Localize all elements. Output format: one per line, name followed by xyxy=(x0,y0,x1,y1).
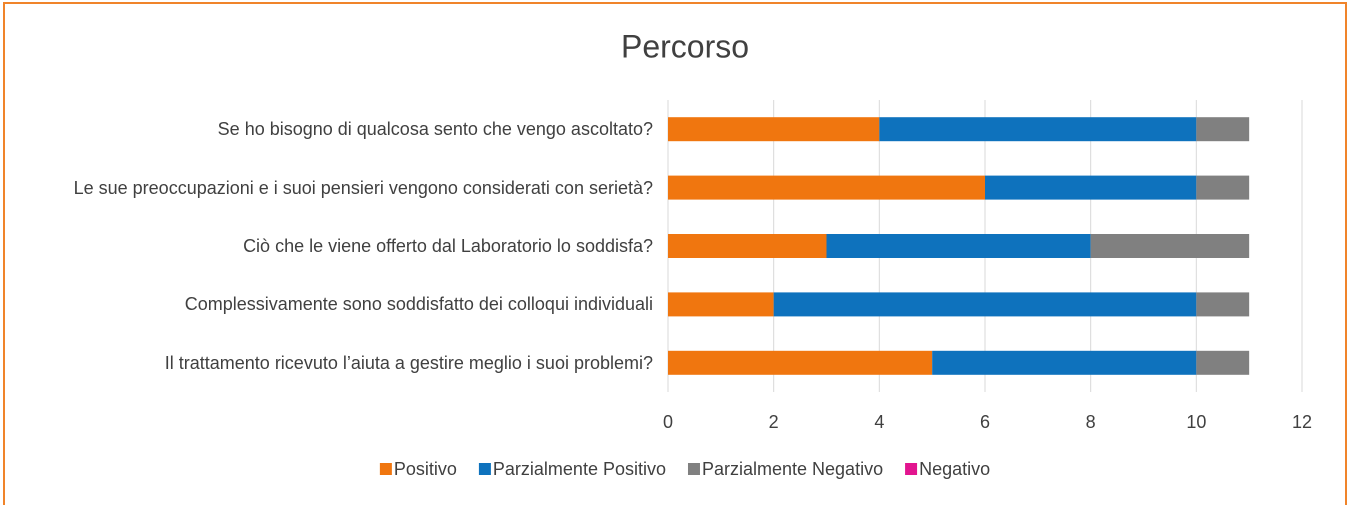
legend-swatch xyxy=(478,463,491,475)
bar-segment xyxy=(1196,175,1250,200)
bar-segment xyxy=(1196,292,1250,317)
legend-swatch xyxy=(379,463,392,475)
bar-segment xyxy=(879,117,1197,142)
y-tick-label: Ciò che le viene offerto dal Laboratorio… xyxy=(243,236,653,256)
bar-segment xyxy=(1196,350,1250,375)
y-tick-label: Se ho bisogno di qualcosa sento che veng… xyxy=(217,119,653,140)
legend-label: Parzialmente Positivo xyxy=(493,459,666,479)
bar-segment xyxy=(826,234,1091,258)
bar-segment xyxy=(1196,117,1250,142)
legend-label: Positivo xyxy=(394,459,457,479)
y-tick-label: Il trattamento ricevuto l’aiuta a gestir… xyxy=(164,352,653,373)
chart-border xyxy=(3,2,1347,505)
bar-segment xyxy=(668,350,933,375)
bar-segment xyxy=(668,234,827,258)
legend-label: Parzialmente Negativo xyxy=(702,459,883,479)
x-tick-label: 4 xyxy=(874,412,884,432)
x-tick-label: 12 xyxy=(1292,412,1312,432)
bar-segment xyxy=(668,292,774,317)
bar-segment xyxy=(773,292,1197,317)
bar-segment xyxy=(1090,234,1250,258)
y-tick-label: Le sue preoccupazioni e i suoi pensieri … xyxy=(73,177,653,198)
x-tick-label: 10 xyxy=(1186,412,1206,432)
bar-segment xyxy=(668,175,985,200)
legend-swatch xyxy=(687,463,700,475)
bar-segment xyxy=(932,350,1197,375)
x-tick-label: 6 xyxy=(980,412,990,432)
bar-segment xyxy=(985,175,1197,200)
bar-segment xyxy=(668,117,880,142)
x-tick-label: 8 xyxy=(1086,412,1096,432)
y-tick-label: Complessivamente sono soddisfatto dei co… xyxy=(184,294,653,315)
legend-label: Negativo xyxy=(919,459,990,479)
chart-title: Percorso xyxy=(621,28,749,64)
legend-swatch xyxy=(905,463,918,475)
x-tick-label: 0 xyxy=(663,412,673,432)
x-tick-label: 2 xyxy=(769,412,779,432)
